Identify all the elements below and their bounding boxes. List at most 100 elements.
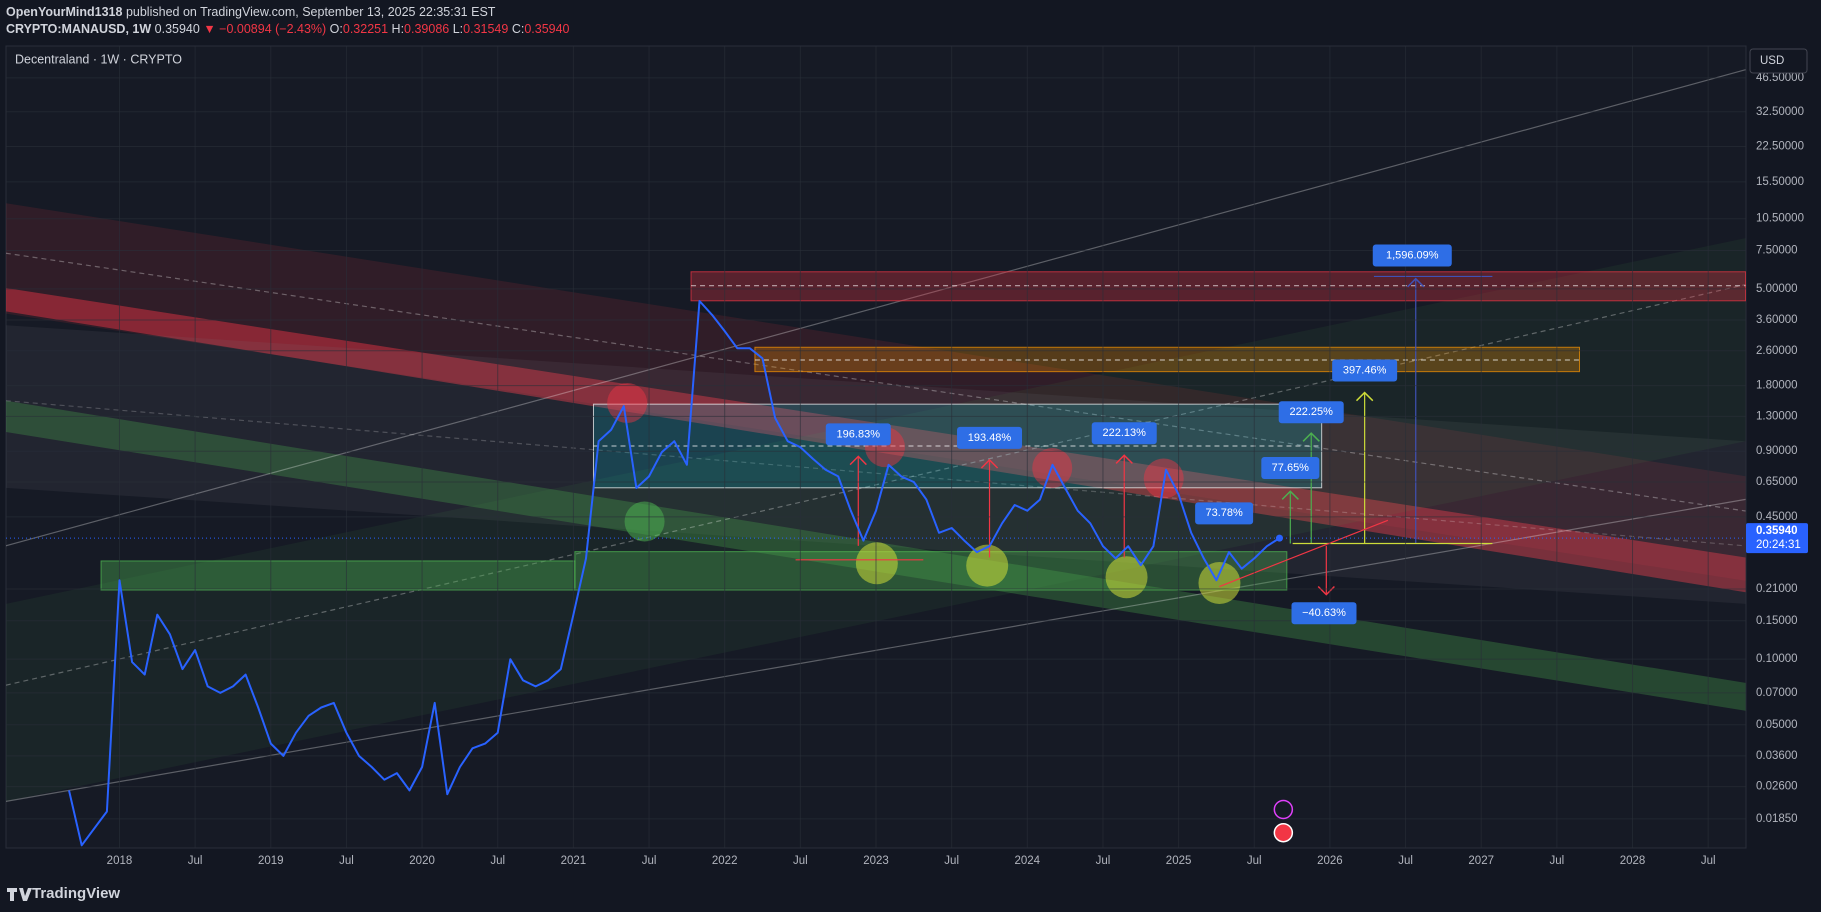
currency-button[interactable] [1749, 48, 1808, 74]
chart-title: Decentraland · 1W · CRYPTO [15, 52, 182, 66]
x-tick-label: 2027 [1468, 855, 1494, 867]
open: 0.32251 [343, 22, 388, 36]
measure-label: 77.65% [1272, 462, 1310, 474]
event-icon [1273, 822, 1294, 843]
bottom-marker [966, 544, 1009, 587]
measure-label-box [1195, 502, 1254, 525]
header-line-1: OpenYourMind1318 published on TradingVie… [6, 5, 496, 19]
open-label: O: [330, 22, 343, 36]
x-tick-label: 2026 [1317, 855, 1343, 867]
price-tag [1746, 523, 1808, 554]
x-tick-label: 2021 [561, 855, 587, 867]
measure-label: −40.63% [1302, 607, 1346, 619]
x-tick-label: Jul [642, 855, 657, 867]
y-tick-label: 1.80000 [1756, 380, 1798, 392]
y-tick-label: 0.03600 [1756, 750, 1798, 762]
y-tick-label: 32.50000 [1756, 106, 1804, 118]
y-tick-label: 3.60000 [1756, 314, 1798, 326]
y-tick-label: 0.90000 [1756, 445, 1798, 457]
y-tick-label: 15.50000 [1756, 176, 1804, 188]
low: 0.31549 [463, 22, 508, 36]
countdown: 20:24:31 [1756, 539, 1801, 551]
close-label: C: [512, 22, 525, 36]
y-tick-label: 5.00000 [1756, 283, 1798, 295]
measure-label: 222.13% [1103, 427, 1147, 439]
arrow-head [1281, 490, 1299, 500]
measure-label: 222.25% [1290, 406, 1334, 418]
x-tick-label: Jul [944, 855, 959, 867]
x-tick-label: 2020 [409, 855, 435, 867]
x-tick-label: Jul [1096, 855, 1111, 867]
last-point [1275, 534, 1283, 542]
y-tick-label: 22.50000 [1756, 141, 1804, 153]
x-tick-label: Jul [793, 855, 808, 867]
measure-label-box [957, 426, 1023, 449]
resistance-zone [690, 271, 1746, 302]
x-tick-label: Jul [1247, 855, 1262, 867]
author: OpenYourMind1318 [6, 5, 123, 19]
y-tick-label: 0.07000 [1756, 687, 1798, 699]
last: 0.35940 [155, 22, 200, 36]
event-icon [1273, 799, 1294, 820]
y-tick-label: 0.65000 [1756, 476, 1798, 488]
high-label: H: [392, 22, 405, 36]
y-tick-label: 1.30000 [1756, 410, 1798, 422]
x-tick-label: Jul [1550, 855, 1565, 867]
arrow-head [1355, 391, 1374, 402]
measure-label: 193.48% [968, 432, 1012, 444]
footer-logo: TradingView [7, 885, 120, 902]
close: 0.35940 [524, 22, 569, 36]
trend-line [6, 400, 1746, 547]
low-label: L: [453, 22, 463, 36]
measure-label: 73.78% [1205, 507, 1243, 519]
arrow-head [1115, 454, 1133, 464]
arrow-head [1302, 432, 1320, 442]
change: ▼ −0.00894 (−2.43%) [203, 22, 326, 36]
x-tick-label: Jul [1398, 855, 1413, 867]
measure-label-box [1372, 244, 1452, 267]
x-tick-label: 2028 [1620, 855, 1646, 867]
arrow-head [849, 455, 867, 466]
support-zone [100, 560, 576, 591]
x-tick-label: Jul [188, 855, 203, 867]
x-tick-label: 2024 [1015, 855, 1041, 867]
bottom-marker [1198, 562, 1241, 605]
price-tag-value: 0.35940 [1756, 525, 1798, 537]
overlay: 46.50000 32.50000 22.50000 15.50000 10.50000… [107, 72, 1808, 867]
measure-label-box [1332, 359, 1398, 382]
x-tick-label: 2023 [863, 855, 889, 867]
arrow-head [1407, 277, 1425, 288]
wedge-line [1219, 519, 1389, 588]
measure-label-box [1091, 422, 1157, 445]
y-tick-label: 0.45000 [1756, 511, 1798, 523]
y-tick-label: 0.21000 [1756, 583, 1798, 595]
bottom-marker [855, 542, 898, 585]
price-line [68, 300, 1281, 847]
high: 0.39086 [404, 22, 449, 36]
y-tick-label: 46.50000 [1756, 72, 1804, 84]
series [6, 300, 1746, 847]
grid [6, 46, 1746, 848]
published: published on TradingView.com, September … [126, 5, 496, 19]
top-marker [607, 383, 648, 424]
symbol: CRYPTO:MANAUSD, 1W [6, 22, 151, 36]
y-tick-label: 0.05000 [1756, 719, 1798, 731]
x-tick-label: Jul [339, 855, 354, 867]
y-tick-label: 0.10000 [1756, 653, 1798, 665]
y-tick-label: 10.50000 [1756, 213, 1804, 225]
x-tick-label: 2019 [258, 855, 284, 867]
header-line-2: CRYPTO:MANAUSD, 1W 0.35940 ▼ −0.00894 (−… [6, 22, 570, 36]
y-tick-label: 0.01850 [1756, 813, 1798, 825]
currency: USD [1760, 55, 1784, 67]
measure-label: 397.46% [1343, 364, 1387, 376]
y-tick-label: 0.02600 [1756, 781, 1798, 793]
support-zone [574, 551, 1288, 591]
brand: TradingView [32, 885, 120, 902]
y-tick-label: 7.50000 [1756, 245, 1798, 257]
bottom-marker [1105, 556, 1148, 599]
x-tick-label: Jul [1701, 855, 1716, 867]
y-tick-label: 2.60000 [1756, 345, 1798, 357]
measure-label-box [1278, 401, 1344, 424]
measure-label-box [1291, 602, 1357, 625]
